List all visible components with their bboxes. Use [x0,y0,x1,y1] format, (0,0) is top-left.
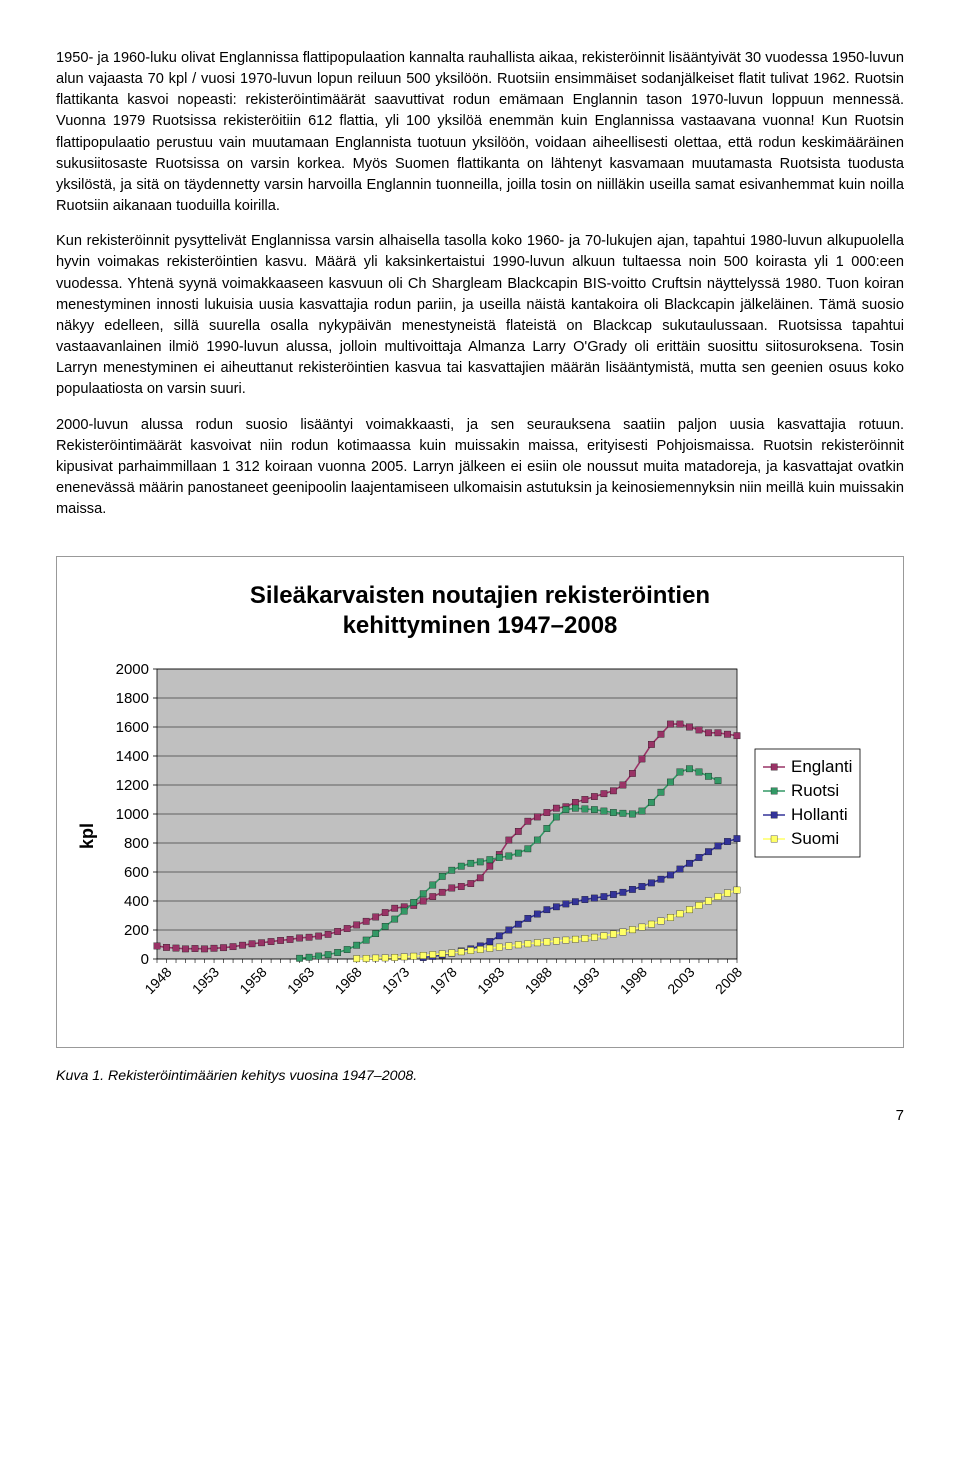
svg-text:1948: 1948 [141,964,174,997]
svg-text:800: 800 [124,835,149,852]
svg-text:1993: 1993 [569,964,602,997]
body-paragraph: 1950- ja 1960-luku olivat Englannissa fl… [56,48,904,217]
svg-text:1000: 1000 [116,806,149,823]
y-axis-label: kpl [74,829,100,849]
svg-text:1200: 1200 [116,777,149,794]
svg-text:1973: 1973 [379,964,412,997]
svg-text:Englanti: Englanti [791,757,852,776]
svg-text:1958: 1958 [236,964,269,997]
svg-text:1978: 1978 [427,964,460,997]
chart-title: Sileäkarvaisten noutajien rekisteröintie… [77,581,883,641]
line-chart: 0 200 400 600 800 1000 1200 1400 1600 1800 2000 194… [97,659,877,1019]
svg-text:2008: 2008 [712,964,745,997]
svg-text:Ruotsi: Ruotsi [791,781,839,800]
body-paragraph: 2000-luvun alussa rodun suosio lisääntyi… [56,415,904,521]
svg-text:1988: 1988 [522,964,555,997]
svg-text:1400: 1400 [116,748,149,765]
svg-text:1800: 1800 [116,690,149,707]
chart-title-line: kehittyminen 1947–2008 [343,612,618,639]
svg-text:1953: 1953 [189,964,222,997]
svg-text:Suomi: Suomi [791,829,839,848]
svg-text:2000: 2000 [116,661,149,678]
svg-text:1998: 1998 [617,964,650,997]
chart-title-line: Sileäkarvaisten noutajien rekisteröintie… [250,582,710,609]
svg-text:600: 600 [124,864,149,881]
figure-caption: Kuva 1. Rekisteröintimäärien kehitys vuo… [56,1066,904,1087]
svg-text:200: 200 [124,922,149,939]
svg-text:1963: 1963 [284,964,317,997]
svg-text:1983: 1983 [474,964,507,997]
svg-text:2003: 2003 [664,964,697,997]
page-number: 7 [56,1105,904,1127]
chart-container: Sileäkarvaisten noutajien rekisteröintie… [56,556,904,1048]
svg-text:Hollanti: Hollanti [791,805,848,824]
body-paragraph: Kun rekisteröinnit pysyttelivät Englanni… [56,231,904,400]
svg-text:0: 0 [141,951,149,968]
svg-text:1600: 1600 [116,719,149,736]
svg-text:400: 400 [124,893,149,910]
svg-text:1968: 1968 [331,964,364,997]
